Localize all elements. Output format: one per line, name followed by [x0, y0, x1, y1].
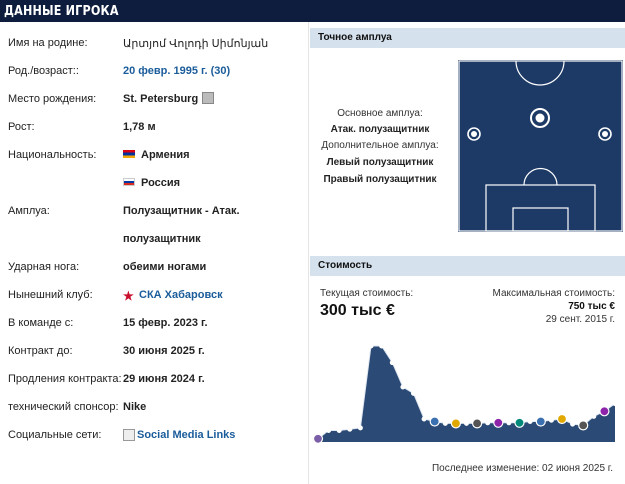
detail-row-native-name: Имя на родине: Արտյոմ Վոլոդի Սիմոնյան [8, 37, 269, 50]
nationality-value-1: Армения [141, 149, 190, 161]
position-value-2: полузащитник [123, 233, 201, 245]
club-logo-point[interactable] [429, 416, 440, 427]
right-column: Точное амплуа Основное амплуа: Атак. пол… [310, 22, 625, 484]
pitch-background [458, 60, 623, 232]
column-divider [308, 22, 309, 484]
club-logo-point[interactable] [514, 417, 525, 428]
extension-value: 29 июня 2024 г. [123, 373, 205, 385]
player-details: Имя на родине: Արտյոմ Վոլոդի Սիմոնյան Ро… [0, 22, 308, 484]
foot-value: обеими ногами [123, 261, 207, 273]
social-media-link[interactable]: Social Media Links [137, 429, 236, 441]
detail-row-nationality: Национальность: Армения [8, 149, 190, 161]
detail-row-height: Рост: 1,78 м [8, 121, 156, 133]
detail-row-nationality-2: Россия [8, 174, 306, 194]
detail-row-social: Социальные сети: Social Media Links [8, 429, 236, 442]
max-value-date: 29 сент. 2015 г. [545, 314, 615, 325]
contract-value: 30 июня 2025 г. [123, 345, 205, 357]
value-point[interactable] [347, 426, 353, 432]
goal-area [512, 207, 569, 232]
detail-row-club: Нынешний клуб: ★ СКА Хабаровск [8, 289, 223, 304]
armenia-flag-icon [123, 150, 135, 159]
birthdate-link[interactable]: 20 февр. 1995 г. (30) [123, 65, 231, 77]
value-area [318, 346, 615, 442]
joined-value: 15 февр. 2023 г. [123, 317, 208, 329]
value-point[interactable] [326, 428, 332, 434]
club-logo-point[interactable] [599, 406, 610, 417]
current-value-label: Текущая стоимость: [320, 288, 414, 299]
value-point[interactable] [411, 390, 417, 396]
native-name-value: Արտյոմ Վոլոդի Սիմոնյան [123, 38, 269, 50]
position-marker-left-midfield [467, 127, 481, 141]
value-point[interactable] [357, 425, 363, 431]
position-value-1: Полузащитник - Атак. [123, 205, 240, 217]
other-position-label: Дополнительное амплуа: [321, 140, 439, 151]
value-point[interactable] [527, 419, 533, 425]
nationality-value-2: Россия [141, 177, 181, 189]
value-point[interactable] [591, 413, 597, 419]
value-point[interactable] [368, 343, 374, 349]
value-point[interactable] [570, 421, 576, 427]
detail-row-foot: Ударная нога: обеими ногами [8, 261, 207, 273]
max-value: 750 тыс € [568, 301, 615, 312]
club-logo-point[interactable] [472, 418, 483, 429]
club-logo-point[interactable] [578, 420, 589, 431]
detail-row-sponsor: технический спонсор: Nike [8, 401, 147, 413]
club-logo-point[interactable] [535, 416, 546, 427]
value-point[interactable] [421, 416, 427, 422]
detail-row-birth: Род./возраст:: 20 февр. 1995 г. (30) [8, 65, 231, 77]
header-title: ДАННЫЕ ИГРОКА [4, 4, 119, 19]
club-logo-point[interactable] [493, 417, 504, 428]
position-marker-attacking-midfield [530, 108, 550, 128]
value-section-header: Стоимость [310, 256, 625, 276]
russia-flag-icon [123, 178, 135, 187]
detail-row-contract: Контракт до: 30 июня 2025 г. [8, 345, 205, 357]
position-section-header: Точное амплуа [310, 28, 625, 48]
detail-row-extension: Продления контракта: 29 июня 2024 г. [8, 373, 205, 385]
main-position-label: Основное амплуа: [337, 108, 423, 119]
club-link[interactable]: СКА Хабаровск [139, 289, 223, 301]
value-point[interactable] [400, 384, 406, 390]
height-value: 1,78 м [123, 121, 156, 133]
value-point[interactable] [389, 360, 395, 366]
other-position-value-2: Правый полузащитник [323, 174, 437, 185]
club-logo-point[interactable] [312, 433, 324, 444]
club-logo-point[interactable] [450, 418, 461, 429]
value-point[interactable] [336, 428, 342, 434]
pitch-diagram [458, 60, 623, 232]
other-position-value-1: Левый полузащитник [326, 157, 434, 168]
detail-row-joined: В команде с: 15 февр. 2023 г. [8, 317, 208, 329]
current-value: 300 тыс € [320, 302, 395, 319]
value-point[interactable] [485, 420, 491, 426]
position-marker-right-midfield [598, 127, 612, 141]
center-circle-arc [515, 60, 565, 86]
main-position-value: Атак. полузащитник [330, 124, 430, 135]
last-change-text: Последнее изменение: 02 июня 2025 г. [431, 463, 613, 474]
market-value-chart [312, 343, 618, 444]
detail-row-position: Амплуа: Полузащитник - Атак. [8, 205, 240, 217]
value-point[interactable] [379, 343, 385, 349]
club-logo-point[interactable] [556, 413, 568, 425]
value-point[interactable] [442, 420, 448, 426]
sponsor-value: Nike [123, 401, 147, 413]
country-flag-placeholder-icon [202, 92, 215, 105]
value-point[interactable] [548, 417, 554, 423]
social-media-image-icon [123, 429, 135, 442]
value-point[interactable] [464, 420, 470, 426]
value-point[interactable] [506, 420, 512, 426]
page-header: ДАННЫЕ ИГРОКА [0, 0, 625, 22]
club-logo-icon[interactable]: ★ [123, 289, 134, 304]
birthplace-value: St. Petersburg [123, 93, 199, 105]
detail-row-birthplace: Место рождения: St. Petersburg [8, 90, 306, 110]
detail-row-position-2: полузащитник [8, 230, 306, 250]
value-point[interactable] [612, 401, 618, 407]
penalty-arc [523, 167, 558, 186]
max-value-label: Максимальная стоимость: [492, 288, 615, 299]
